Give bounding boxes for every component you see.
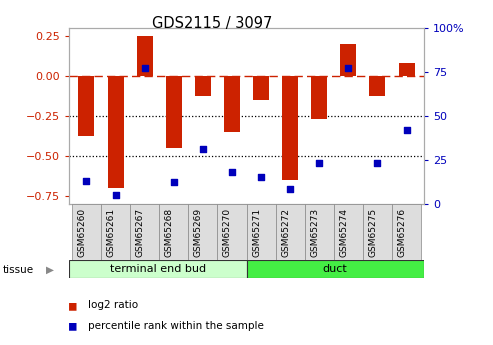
Text: ▶: ▶ bbox=[46, 265, 54, 275]
Text: percentile rank within the sample: percentile rank within the sample bbox=[88, 321, 264, 331]
Text: GSM65275: GSM65275 bbox=[368, 207, 378, 257]
Bar bbox=[166, 76, 182, 148]
Point bbox=[111, 192, 119, 197]
Text: terminal end bud: terminal end bud bbox=[110, 264, 206, 274]
Point bbox=[316, 160, 323, 166]
FancyBboxPatch shape bbox=[246, 260, 424, 278]
FancyBboxPatch shape bbox=[217, 204, 246, 260]
Text: GSM65276: GSM65276 bbox=[397, 207, 407, 257]
FancyBboxPatch shape bbox=[276, 204, 305, 260]
Text: GSM65269: GSM65269 bbox=[194, 207, 203, 257]
Point bbox=[403, 127, 411, 132]
Text: GSM65268: GSM65268 bbox=[165, 207, 174, 257]
Text: GSM65272: GSM65272 bbox=[281, 207, 290, 257]
Point bbox=[374, 160, 382, 166]
FancyBboxPatch shape bbox=[305, 204, 334, 260]
FancyBboxPatch shape bbox=[101, 204, 130, 260]
Point bbox=[170, 180, 177, 185]
Text: log2 ratio: log2 ratio bbox=[88, 300, 138, 310]
Bar bbox=[398, 63, 415, 76]
Text: GSM65270: GSM65270 bbox=[223, 207, 232, 257]
Text: GSM65273: GSM65273 bbox=[310, 207, 319, 257]
Point bbox=[257, 175, 265, 180]
Bar bbox=[78, 76, 95, 136]
FancyBboxPatch shape bbox=[334, 204, 363, 260]
Point bbox=[345, 65, 352, 71]
FancyBboxPatch shape bbox=[159, 204, 188, 260]
Bar bbox=[340, 43, 356, 76]
Point bbox=[286, 187, 294, 192]
Bar bbox=[107, 76, 124, 188]
Bar bbox=[253, 76, 269, 100]
Bar bbox=[195, 76, 211, 96]
Text: duct: duct bbox=[323, 264, 348, 274]
Text: tissue: tissue bbox=[2, 265, 34, 275]
Text: GDS2115 / 3097: GDS2115 / 3097 bbox=[152, 16, 272, 30]
Point bbox=[82, 178, 90, 184]
Point bbox=[228, 169, 236, 175]
Text: GSM65261: GSM65261 bbox=[106, 207, 115, 257]
Bar bbox=[369, 76, 386, 96]
Text: GSM65274: GSM65274 bbox=[339, 207, 349, 257]
FancyBboxPatch shape bbox=[188, 204, 217, 260]
Text: ■: ■ bbox=[69, 299, 76, 312]
Text: GSM65271: GSM65271 bbox=[252, 207, 261, 257]
Text: GSM65267: GSM65267 bbox=[136, 207, 144, 257]
Bar bbox=[224, 76, 240, 131]
Point bbox=[141, 65, 148, 71]
FancyBboxPatch shape bbox=[392, 204, 421, 260]
FancyBboxPatch shape bbox=[69, 260, 246, 278]
Text: ■: ■ bbox=[69, 319, 76, 333]
Bar bbox=[282, 76, 298, 179]
Bar bbox=[137, 36, 153, 76]
FancyBboxPatch shape bbox=[130, 204, 159, 260]
FancyBboxPatch shape bbox=[246, 204, 276, 260]
Bar bbox=[311, 76, 327, 119]
FancyBboxPatch shape bbox=[363, 204, 392, 260]
FancyBboxPatch shape bbox=[72, 204, 101, 260]
Text: GSM65260: GSM65260 bbox=[77, 207, 86, 257]
Point bbox=[199, 146, 207, 152]
